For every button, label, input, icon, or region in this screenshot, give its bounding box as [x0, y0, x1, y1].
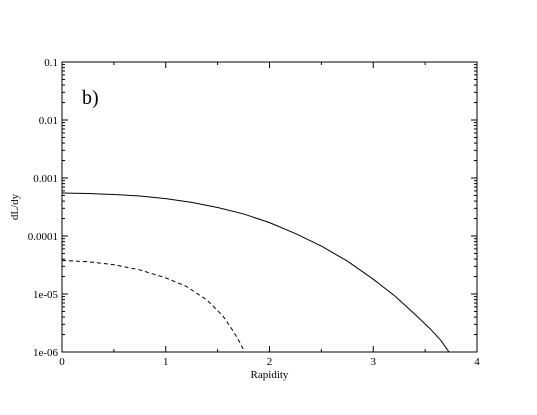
x-tick-label: 3 [371, 356, 377, 368]
y-tick-label: 0.1 [44, 57, 58, 69]
series-layer [61, 192, 450, 353]
y-tick-label: 0.01 [39, 115, 58, 127]
solid-series-line [61, 192, 450, 353]
panel-label: b) [82, 87, 99, 109]
y-tick-label: 0.001 [33, 173, 58, 185]
y-tick-label: 0.0001 [28, 231, 58, 243]
y-axis-label: dL/dy [9, 193, 21, 220]
x-tick-label: 4 [474, 356, 480, 368]
x-tick-label: 2 [267, 356, 273, 368]
y-axis-ticks: 1e-06 1e-05 0.0001 0.001 0.01 0.1 [28, 57, 477, 359]
plot-frame [61, 61, 478, 353]
dashed-series-line [61, 259, 246, 353]
x-axis-ticks: 0 1 2 3 4 [59, 62, 480, 368]
y-tick-label: 1e-06 [33, 347, 59, 359]
x-tick-label: 1 [163, 356, 169, 368]
y-tick-label: 1e-05 [33, 289, 59, 301]
x-tick-label: 0 [59, 356, 65, 368]
x-axis-label: Rapidity [251, 369, 289, 381]
